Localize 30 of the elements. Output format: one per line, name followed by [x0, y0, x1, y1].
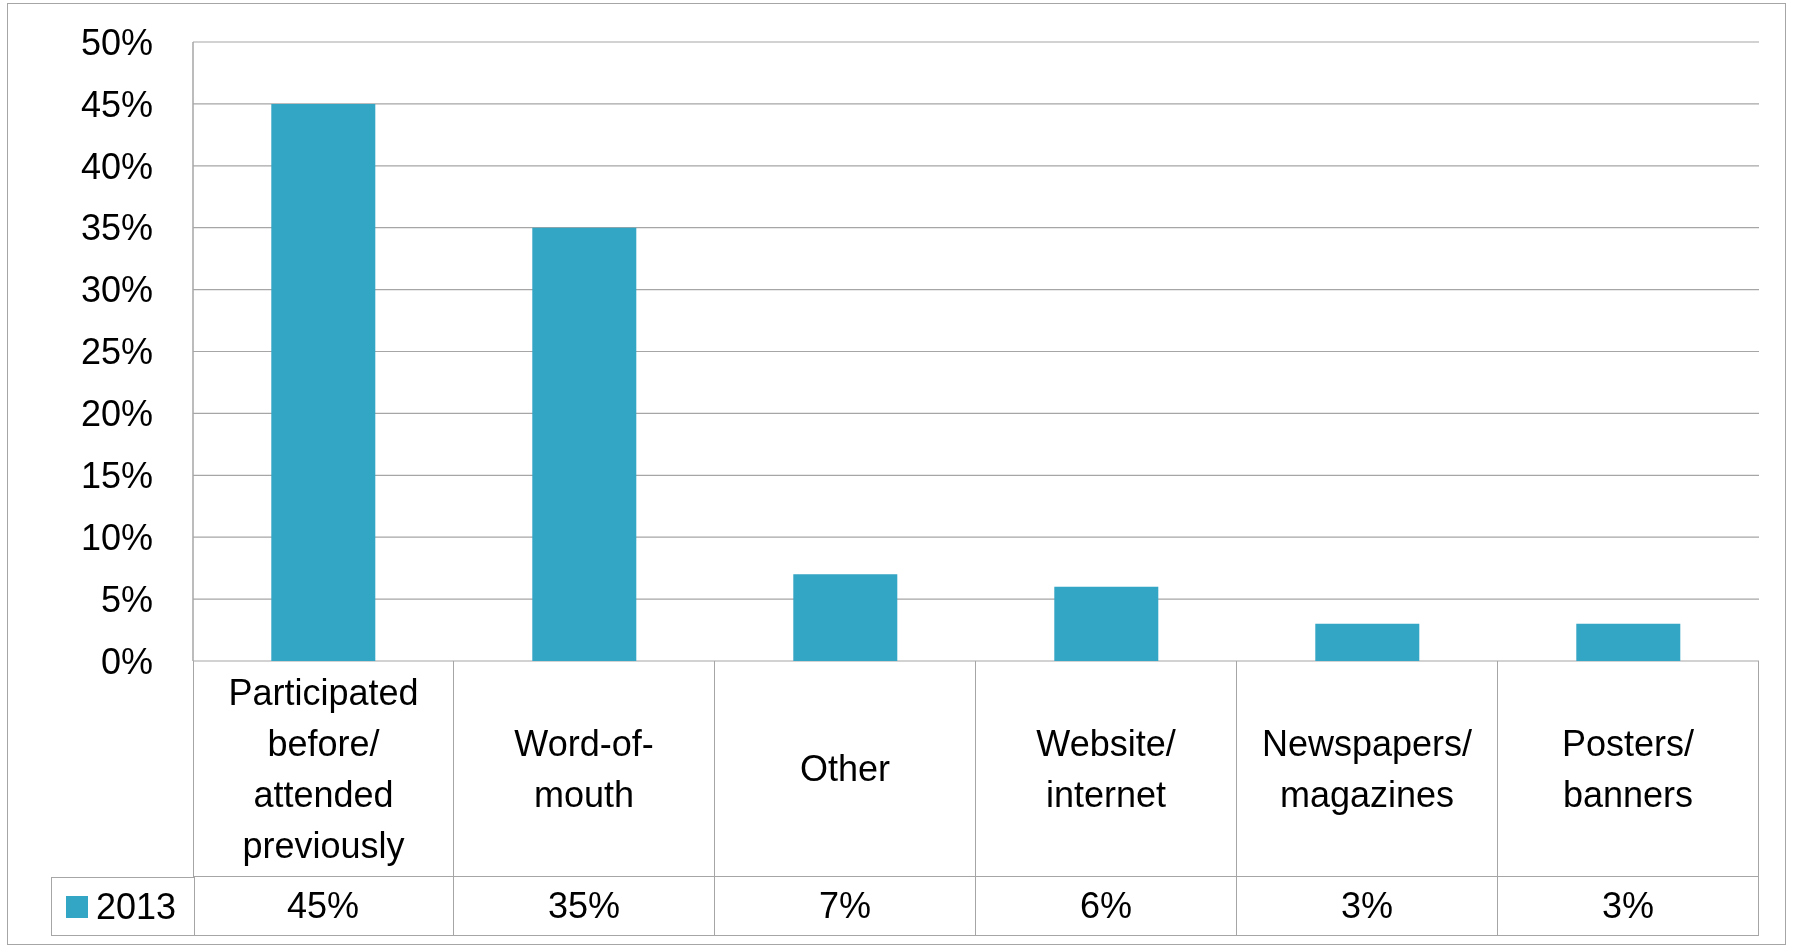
- x-tick-label: Newspapers/magazines: [1260, 721, 1474, 817]
- x-tick-label: Other: [799, 747, 891, 791]
- data-label: 3%: [1601, 885, 1655, 927]
- bar: [1576, 623, 1681, 661]
- data-label: 6%: [1079, 885, 1133, 927]
- y-tick-label: 5%: [100, 578, 153, 620]
- y-tick-label: 15%: [80, 455, 153, 497]
- data-label: 35%: [547, 885, 621, 927]
- data-label: 7%: [818, 885, 872, 927]
- y-tick-label: 50%: [80, 21, 153, 63]
- y-tick-label: 20%: [80, 393, 153, 435]
- data-label: 3%: [1340, 885, 1394, 927]
- x-tick-label: Posters/banners: [1560, 721, 1695, 817]
- bar: [793, 574, 898, 661]
- bar: [1315, 623, 1420, 661]
- data-label: 45%: [286, 885, 360, 927]
- y-tick-label: 10%: [80, 516, 153, 558]
- y-tick-label: 35%: [80, 207, 153, 249]
- y-tick-label: 45%: [80, 83, 153, 125]
- x-tick-label: Word-of-mouth: [513, 721, 655, 817]
- y-tick-label: 40%: [80, 145, 153, 187]
- y-tick-label: 0%: [100, 640, 153, 682]
- legend-label: 2013: [96, 885, 177, 928]
- x-tick-label: Participated before/attended previously: [227, 670, 420, 868]
- x-tick-label: Website/internet: [1035, 721, 1177, 817]
- bar: [1054, 586, 1159, 661]
- bar: [532, 227, 637, 661]
- bar: [271, 103, 376, 661]
- y-tick-label: 25%: [80, 331, 153, 373]
- y-tick-label: 30%: [80, 269, 153, 311]
